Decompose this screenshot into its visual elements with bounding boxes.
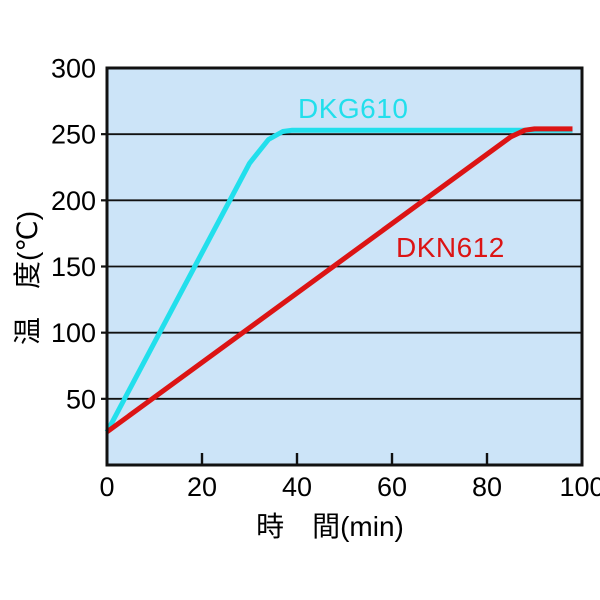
y-tick-label-200: 200 <box>51 186 96 216</box>
y-tick-label-300: 300 <box>51 54 96 84</box>
y-tick-label-100: 100 <box>51 318 96 348</box>
x-tick-label-20: 20 <box>187 472 217 502</box>
y-tick-label-150: 150 <box>51 252 96 282</box>
x-tick-label-80: 80 <box>472 472 502 502</box>
series-line-dkg610 <box>104 127 573 434</box>
series-line-dkn612 <box>105 126 573 434</box>
x-tick-label-60: 60 <box>377 472 407 502</box>
series-label-dkn612: DKN612 <box>396 232 505 263</box>
y-tick-label-50: 50 <box>66 384 96 414</box>
x-tick-label-100: 100 <box>559 472 600 502</box>
plot-border <box>105 66 584 467</box>
x-tick-label-0: 0 <box>99 472 114 502</box>
y-axis-title: 温 度(℃) <box>12 210 43 346</box>
y-tick-label-250: 250 <box>51 120 96 150</box>
x-tick-label-40: 40 <box>282 472 312 502</box>
series-label-dkg610: DKG610 <box>298 93 409 124</box>
x-axis-title: 時 間(min) <box>256 511 404 542</box>
